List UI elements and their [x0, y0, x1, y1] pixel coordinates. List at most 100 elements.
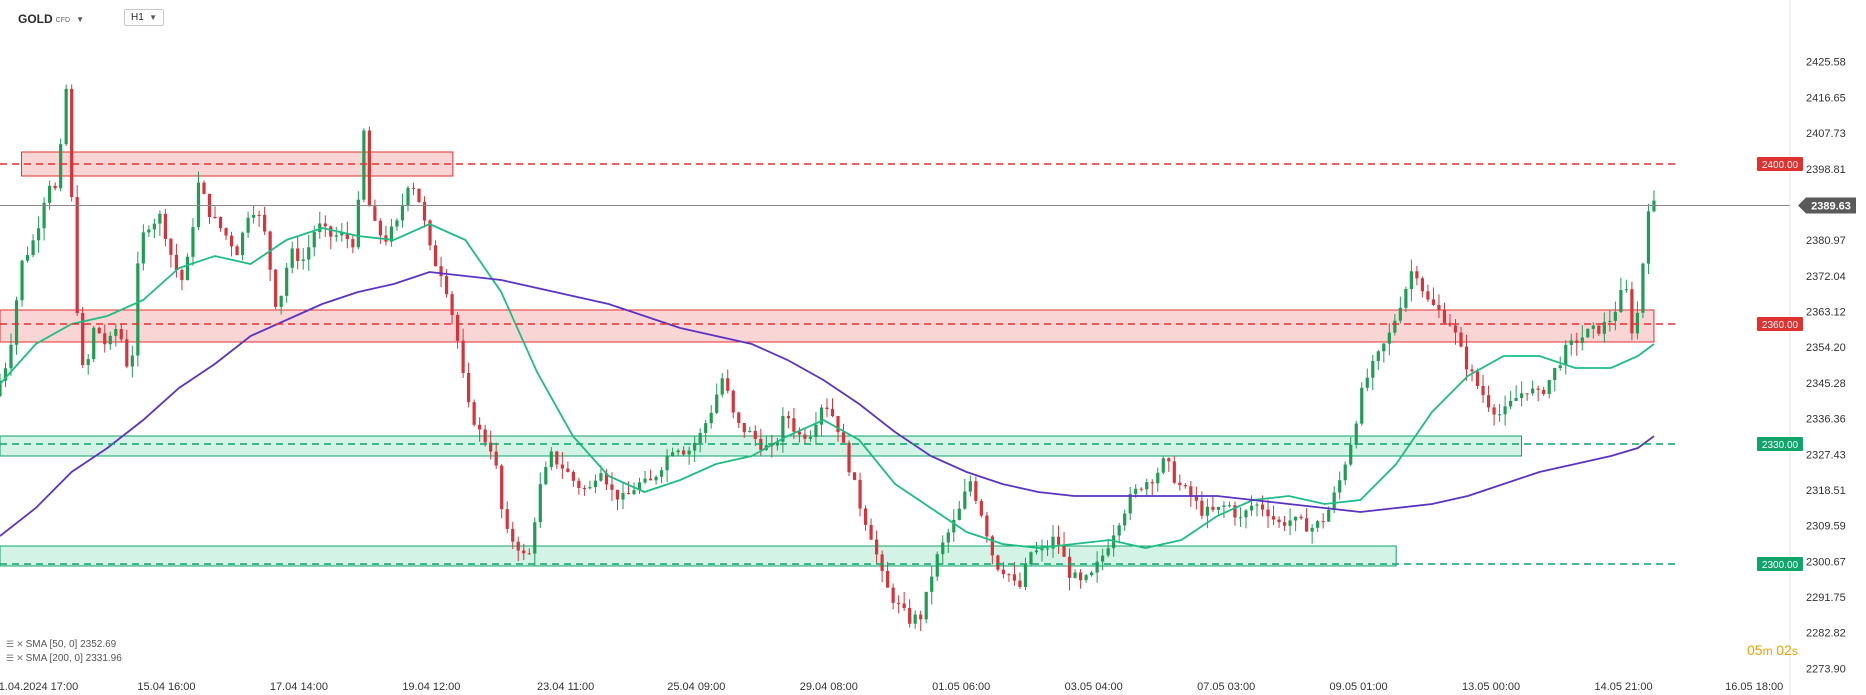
candle-body — [1349, 444, 1353, 465]
candle-body — [1222, 505, 1226, 507]
candle-body — [665, 455, 669, 471]
candle-body — [81, 313, 85, 365]
current-price-tag — [1798, 197, 1856, 214]
candle-body — [1167, 458, 1171, 462]
candle-body — [1575, 340, 1579, 344]
candle-body — [1398, 307, 1402, 321]
close-icon[interactable]: ✕ — [16, 639, 24, 649]
candle-body — [290, 248, 294, 268]
y-tick-label: 2336.36 — [1806, 414, 1846, 426]
settings-icon[interactable]: ☰ — [6, 639, 15, 649]
candle-body — [1078, 572, 1083, 581]
candle-body — [919, 614, 923, 620]
candle-body — [726, 378, 730, 391]
candle-body — [296, 248, 300, 261]
candle-body — [279, 295, 283, 307]
close-icon[interactable]: ✕ — [16, 653, 24, 663]
x-tick-label: 07.05 03:00 — [1197, 681, 1255, 693]
candle-body — [1299, 516, 1303, 519]
candle-body — [59, 144, 63, 189]
candle-body — [489, 442, 493, 452]
candle-body — [1007, 574, 1011, 576]
candle-body — [819, 407, 824, 425]
candle-body — [847, 442, 851, 473]
candle-body — [36, 228, 41, 241]
candle-body — [185, 256, 190, 281]
candle-body — [53, 185, 57, 189]
candle-body — [1150, 482, 1154, 484]
candle-body — [1073, 572, 1077, 578]
candle-body — [141, 232, 145, 264]
candle-body — [1189, 486, 1193, 497]
candle-body — [1442, 310, 1447, 323]
timeframe-dropdown[interactable]: H1 ▼ — [124, 9, 164, 26]
y-tick-label: 2380.97 — [1806, 235, 1846, 247]
candle-body — [1371, 360, 1375, 378]
candle-body — [968, 481, 972, 492]
candle-body — [14, 300, 19, 345]
candle-body — [990, 536, 994, 556]
sma200-legend[interactable]: ☰ ✕ SMA [200, 0] 2331.96 — [6, 653, 122, 664]
candle-body — [351, 239, 355, 248]
resistance-price-tag — [1757, 157, 1803, 171]
candle-body — [1305, 518, 1309, 532]
countdown-minutes: 05 — [1747, 642, 1763, 658]
candle-body — [1023, 564, 1028, 587]
candle-body — [891, 587, 895, 603]
candle-body — [285, 267, 289, 296]
candle-body — [588, 487, 592, 489]
candle-body — [1310, 527, 1314, 532]
candle-body — [1630, 289, 1634, 334]
candle-body — [1255, 504, 1259, 506]
candle-body — [345, 232, 349, 240]
candle-body — [775, 441, 779, 446]
candle-body — [97, 327, 101, 334]
candle-body — [373, 206, 377, 221]
candle-body — [803, 434, 807, 439]
candle-body — [1619, 289, 1623, 312]
candle-body — [516, 541, 520, 551]
candle-body — [1536, 388, 1540, 390]
candle-body — [196, 182, 201, 228]
y-tick-label: 2398.81 — [1806, 164, 1846, 176]
candle-body — [549, 451, 553, 468]
candle-body — [1056, 536, 1061, 545]
candle-body — [538, 484, 542, 523]
candle-body — [869, 524, 873, 540]
candle-body — [1338, 480, 1342, 493]
candle-body — [1001, 569, 1006, 575]
sma50-legend[interactable]: ☰ ✕ SMA [50, 0] 2352.69 — [6, 639, 116, 650]
candle-body — [886, 570, 890, 588]
settings-icon[interactable]: ☰ — [6, 653, 15, 663]
candle-body — [1393, 320, 1397, 333]
candle-body — [841, 432, 846, 443]
candle-body — [20, 260, 24, 301]
candle-body — [180, 269, 184, 281]
candle-body — [582, 487, 586, 489]
candle-body — [880, 554, 884, 571]
candle-body — [1613, 311, 1617, 321]
candle-body — [274, 269, 278, 307]
candle-body — [1062, 544, 1066, 557]
chevron-down-icon: ▼ — [76, 14, 84, 24]
instrument-selector[interactable]: GOLD CFD ▼ — [18, 10, 84, 28]
candle-body — [312, 232, 316, 248]
candle-body — [1294, 516, 1298, 521]
candle-body — [1277, 519, 1281, 523]
candle-body — [1183, 485, 1187, 487]
candle-body — [1602, 322, 1606, 334]
candle-body — [731, 390, 735, 413]
candle-body — [1139, 488, 1143, 490]
candle-body — [119, 329, 123, 340]
candle-body — [1426, 291, 1430, 300]
candle-body — [753, 430, 757, 439]
candle-body — [1492, 407, 1496, 415]
candle-body — [1420, 278, 1425, 292]
candle-body — [1509, 400, 1513, 407]
candle-body — [428, 220, 432, 246]
countdown-seconds: 02 — [1776, 642, 1792, 658]
candle-body — [1040, 548, 1044, 551]
sma50-legend-label: SMA [50, 0] 2352.69 — [25, 639, 117, 650]
candle-body — [1288, 520, 1292, 526]
